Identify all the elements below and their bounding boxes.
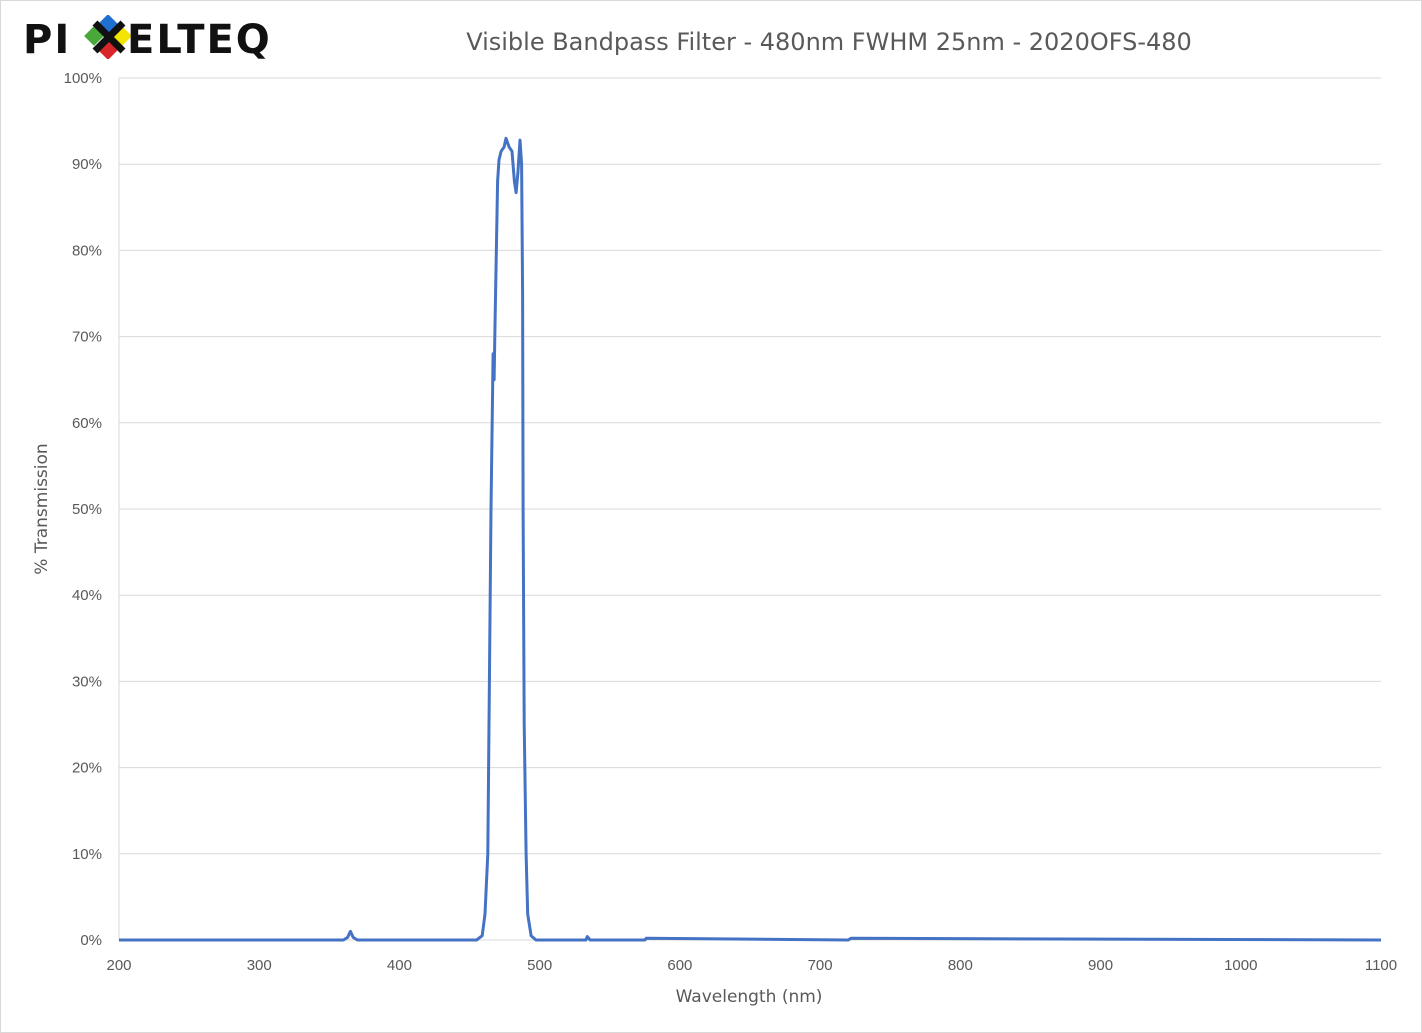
x-tick-label: 1100 (1365, 957, 1397, 974)
x-axis-label: Wavelength (nm) (676, 987, 823, 1007)
x-tick-label: 400 (387, 957, 412, 974)
svg-text:PI: PI (23, 17, 71, 59)
x-tick-label: 500 (527, 957, 552, 974)
x-tick-label: 200 (106, 957, 131, 974)
y-tick-label: 30% (72, 673, 102, 690)
x-tick-label: 900 (1088, 957, 1113, 974)
y-tick-label: 70% (72, 329, 102, 346)
y-axis-label: % Transmission (32, 443, 52, 574)
chart-title: Visible Bandpass Filter - 480nm FWHM 25n… (466, 28, 1192, 56)
x-tick-label: 700 (808, 957, 833, 974)
pixelteq-logo: PI ELTEQ (23, 15, 272, 59)
y-tick-label: 80% (72, 242, 102, 259)
y-tick-label: 60% (72, 415, 102, 432)
y-tick-label: 90% (72, 156, 102, 173)
series-line (119, 136, 1382, 942)
svg-text:ELTEQ: ELTEQ (127, 17, 272, 59)
y-tick-label: 50% (72, 501, 102, 518)
y-tick-label: 20% (72, 760, 102, 777)
y-tick-label: 0% (80, 932, 102, 949)
x-tick-label: 600 (667, 957, 692, 974)
x-tick-label: 800 (948, 957, 973, 974)
x-tick-label: 300 (247, 957, 272, 974)
y-tick-label: 10% (72, 846, 102, 863)
y-tick-label: 100% (64, 70, 102, 87)
y-tick-label: 40% (72, 587, 102, 604)
x-tick-label: 1000 (1224, 957, 1257, 974)
